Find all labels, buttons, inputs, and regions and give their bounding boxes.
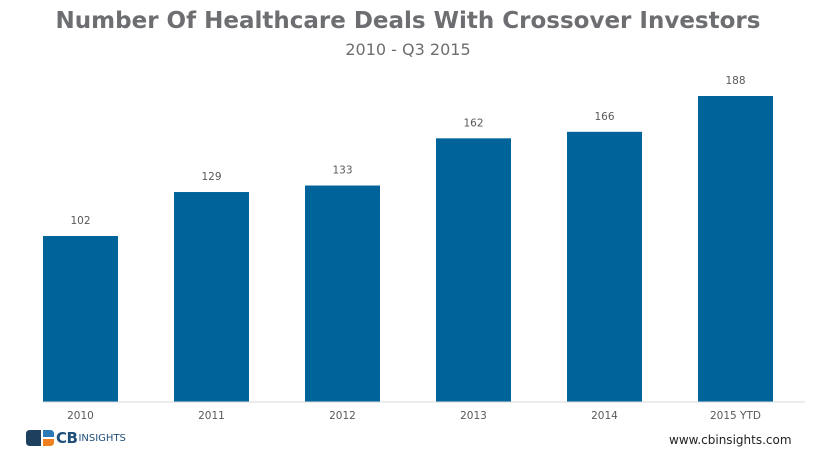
bar-2011 xyxy=(174,192,249,402)
website-url: www.cbinsights.com xyxy=(669,433,792,447)
logo-brand-bold: CB xyxy=(56,429,78,447)
category-labels-group: 2010 2011 2012 2013 2014 2015 YTD xyxy=(67,410,761,422)
cb-insights-logo-icon xyxy=(26,430,54,446)
chart-subtitle: 2010 - Q3 2015 xyxy=(345,40,471,59)
bar-2014 xyxy=(567,131,642,402)
x-tick-label: 2013 xyxy=(460,410,487,422)
bar-2013 xyxy=(436,138,511,402)
x-tick-label: 2011 xyxy=(198,410,225,422)
data-label: 133 xyxy=(332,165,352,177)
x-tick-label: 2014 xyxy=(591,410,618,422)
x-tick-label: 2015 YTD xyxy=(710,410,761,422)
value-labels-group: 102 129 133 162 166 188 xyxy=(70,75,745,227)
data-label: 102 xyxy=(70,215,90,227)
data-label: 188 xyxy=(725,75,745,87)
bar-2010 xyxy=(43,235,118,402)
data-label: 129 xyxy=(201,171,221,183)
cb-insights-logo: CB INSIGHTS xyxy=(26,429,126,447)
bars-group xyxy=(43,96,773,402)
data-label: 162 xyxy=(463,117,483,129)
chart-title: Number Of Healthcare Deals With Crossove… xyxy=(55,8,761,34)
x-tick-label: 2010 xyxy=(67,410,94,422)
bar-2015-ytd xyxy=(698,96,773,402)
x-tick-label: 2012 xyxy=(329,410,356,422)
logo-brand-light: INSIGHTS xyxy=(78,432,126,444)
data-label: 166 xyxy=(594,111,614,123)
bar-2012 xyxy=(305,185,380,402)
